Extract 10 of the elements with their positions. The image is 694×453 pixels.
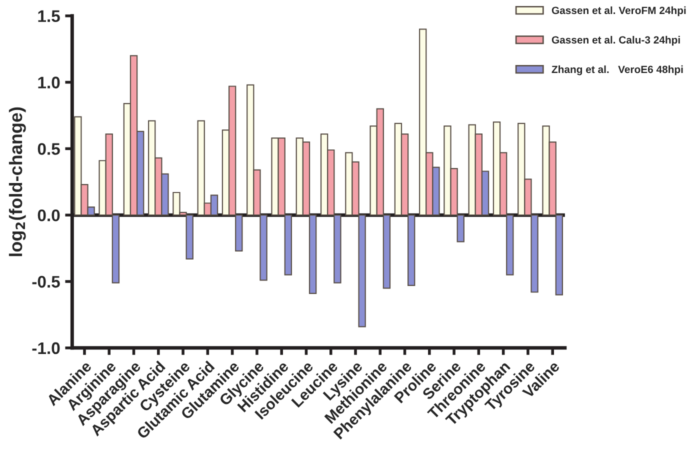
- y-tick-label: 1.0: [38, 76, 60, 88]
- y-tick-label: -1.0: [32, 342, 60, 354]
- y-tick-label: 1.5: [38, 10, 60, 22]
- legend-label: Gassen et al. VeroFM 24hpi: [552, 6, 686, 16]
- legend-label: Gassen et al. Calu-3 24hpi: [552, 36, 680, 46]
- y-axis-title: log$_{2}$(fold-change): [8, 107, 26, 256]
- y-tick-label: -0.5: [32, 276, 60, 288]
- y-tick-label: 0.5: [38, 143, 60, 155]
- legend-label: Zhang et al. VeroE6 48hpi: [552, 65, 683, 76]
- y-tick-label: 0.0: [38, 209, 60, 222]
